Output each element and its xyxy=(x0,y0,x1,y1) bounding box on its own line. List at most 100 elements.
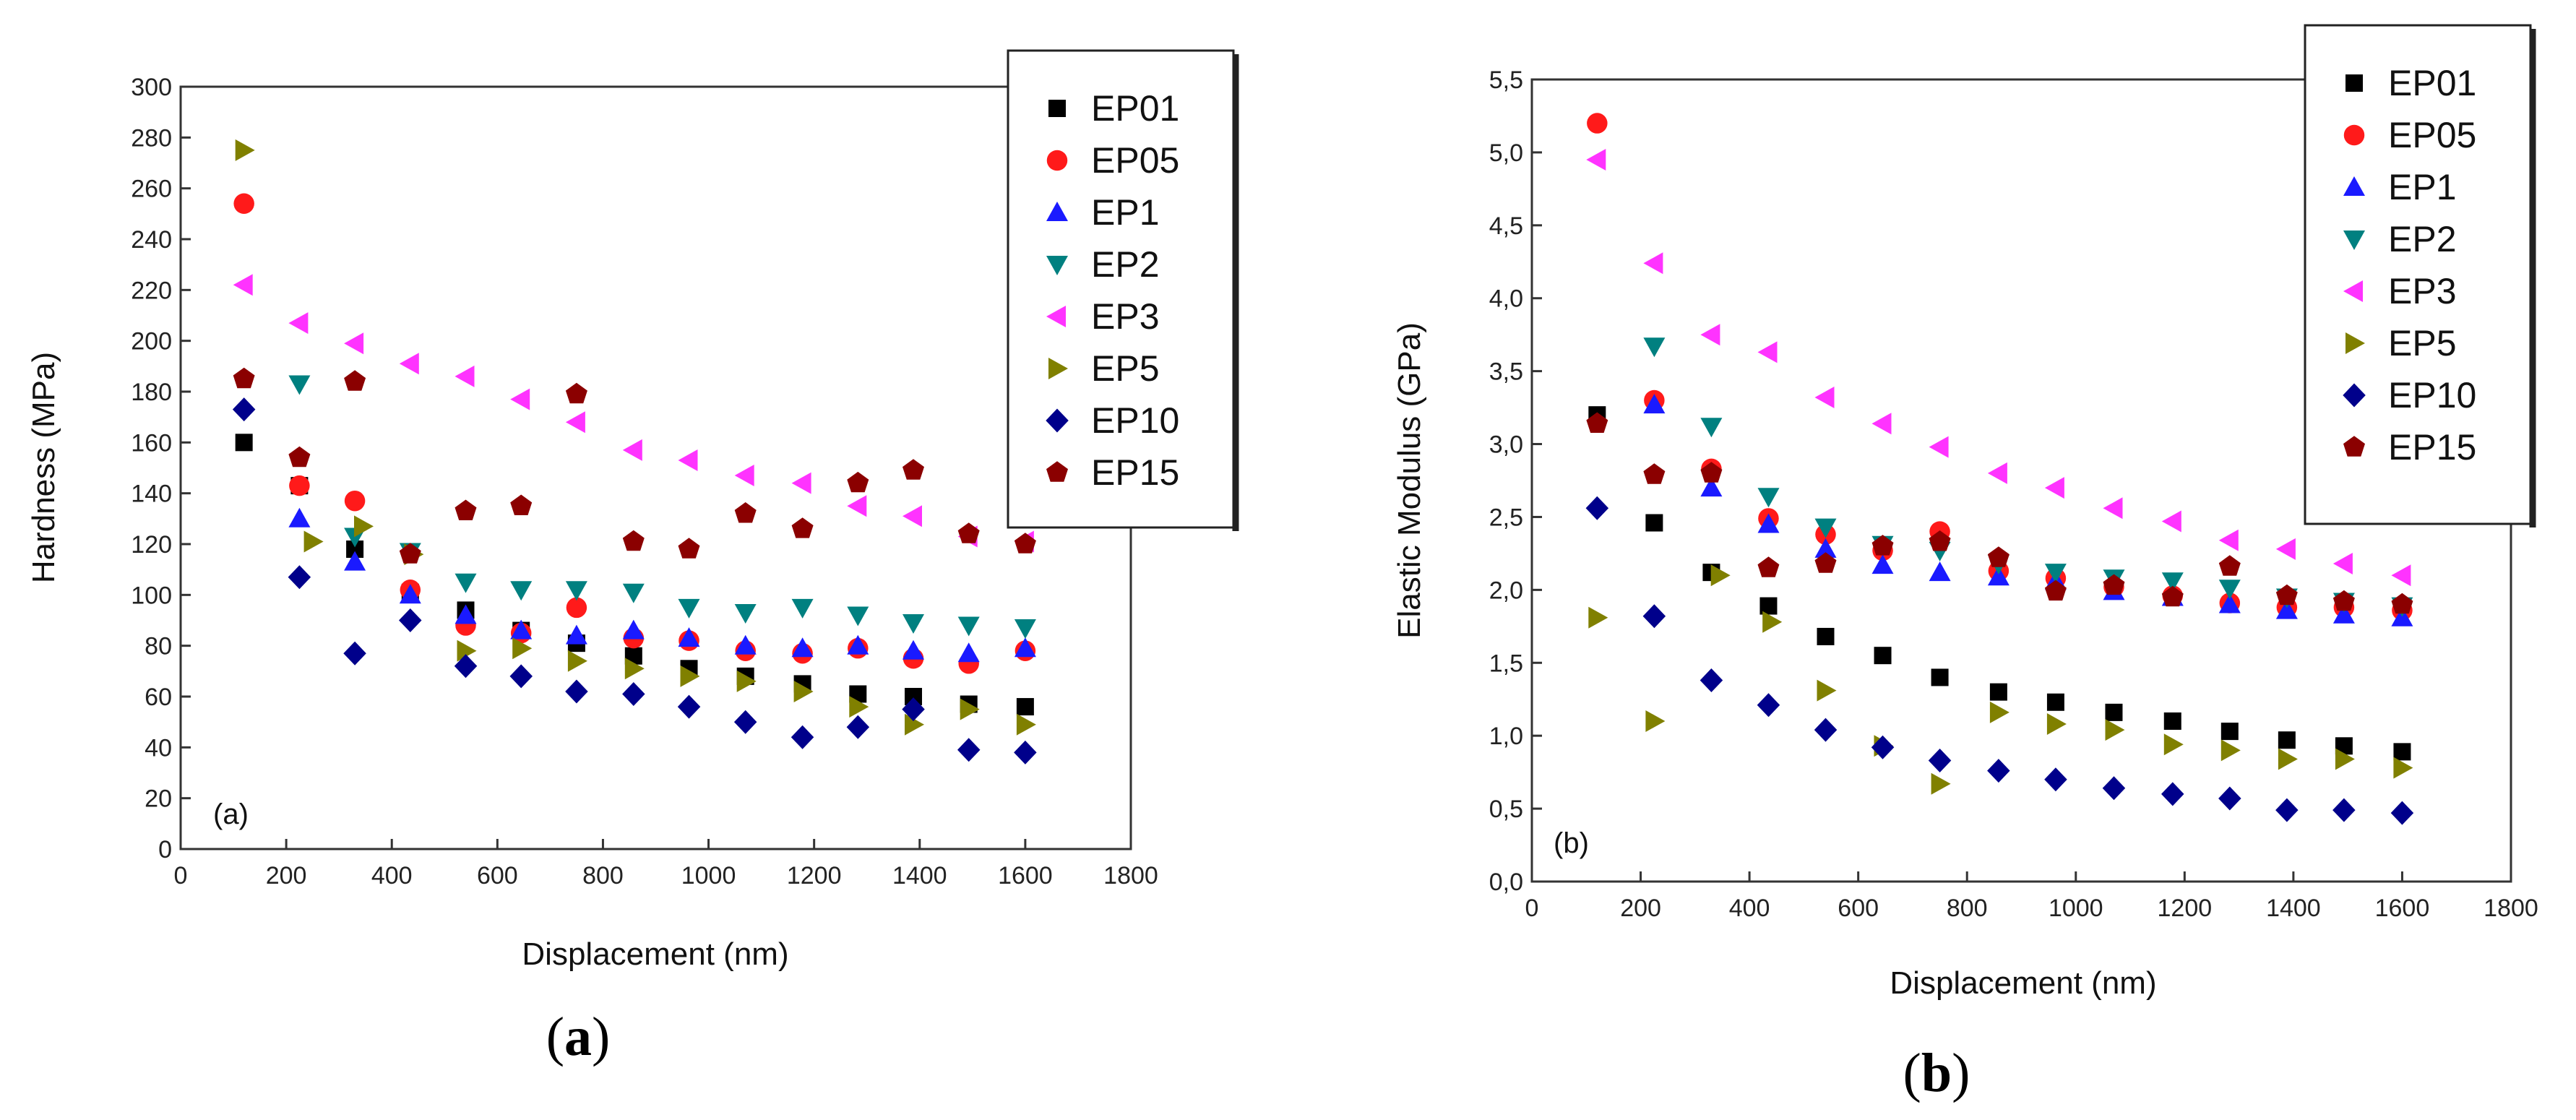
data-point-ep10 xyxy=(2332,798,2356,822)
legend-label-ep5: EP5 xyxy=(1091,348,1160,389)
data-point-ep3 xyxy=(847,495,867,517)
data-point-ep15 xyxy=(2275,584,2298,606)
data-point-ep3 xyxy=(288,312,309,335)
legend-label-ep01: EP01 xyxy=(2388,63,2476,103)
data-point-ep1 xyxy=(734,634,757,655)
data-point-ep5 xyxy=(1645,710,1666,732)
data-point-ep10 xyxy=(1814,718,1838,742)
data-point-ep1 xyxy=(565,624,587,645)
y-axis-label: Hardness (MPa) xyxy=(26,352,61,583)
data-point-ep5 xyxy=(2335,748,2355,770)
y-tick-label: 300 xyxy=(131,74,172,101)
data-point-ep2 xyxy=(288,375,311,395)
data-point-ep1 xyxy=(847,634,869,655)
data-point-ep10 xyxy=(2161,782,2184,806)
data-point-ep15 xyxy=(1929,530,1951,551)
x-tick-label: 400 xyxy=(1729,895,1770,922)
y-tick-label: 120 xyxy=(131,531,172,559)
data-point-ep5 xyxy=(1931,772,1951,795)
data-point-ep1 xyxy=(2332,603,2355,624)
y-tick-label: 2,5 xyxy=(1489,504,1523,531)
data-point-ep10 xyxy=(2390,801,2414,825)
data-point-ep2 xyxy=(678,598,700,619)
data-point-ep2 xyxy=(903,614,924,634)
y-tick-label: 0 xyxy=(158,836,172,863)
x-tick-label: 200 xyxy=(1620,895,1661,922)
data-point-ep10 xyxy=(565,679,588,704)
data-point-ep01 xyxy=(1931,668,1949,686)
x-tick-label: 1600 xyxy=(2375,895,2430,922)
x-tick-label: 1600 xyxy=(998,862,1053,889)
legend-marker-ep1 xyxy=(1046,202,1068,221)
data-point-ep3 xyxy=(678,449,698,471)
data-point-ep3 xyxy=(1987,462,2007,484)
data-point-ep15 xyxy=(1987,546,2009,567)
data-point-ep3 xyxy=(1814,387,1835,408)
data-point-ep01 xyxy=(1759,597,1778,615)
data-point-ep2 xyxy=(2218,580,2241,600)
data-point-ep10 xyxy=(2044,767,2067,792)
data-point-ep3 xyxy=(2275,538,2296,560)
data-point-ep2 xyxy=(455,573,477,593)
data-point-ep5 xyxy=(1762,611,1783,633)
data-point-ep05 xyxy=(1587,113,1608,134)
data-point-ep5 xyxy=(1710,564,1731,587)
data-point-ep10 xyxy=(2102,776,2126,801)
legend-frame xyxy=(2304,24,2532,525)
legend: EP01 EP05 EP1 EP2 EP3 EP5 EP10 EP15 xyxy=(1007,49,1239,531)
data-point-ep15 xyxy=(510,494,533,515)
data-point-ep3 xyxy=(1586,149,1606,171)
legend-marker-ep01 xyxy=(2345,74,2363,92)
data-point-ep1 xyxy=(2218,593,2241,613)
y-tick-label: 5,0 xyxy=(1489,139,1523,167)
data-point-ep15 xyxy=(2161,585,2184,607)
data-point-ep15 xyxy=(1871,535,1894,556)
series-ep3 xyxy=(1586,149,2411,587)
data-point-ep5 xyxy=(680,665,700,687)
data-point-ep5 xyxy=(1989,701,2009,723)
data-point-ep2 xyxy=(1814,518,1837,538)
data-point-ep05 xyxy=(344,490,366,512)
data-point-ep10 xyxy=(1014,740,1037,764)
data-point-ep1 xyxy=(399,584,421,604)
data-point-ep5 xyxy=(1016,713,1036,736)
data-point-ep10 xyxy=(791,725,814,749)
legend-label-ep1: EP1 xyxy=(1091,192,1160,233)
x-axis-label: Displacement (nm) xyxy=(1890,965,2156,1001)
data-point-ep10 xyxy=(1928,749,1952,772)
legend-label-ep3: EP3 xyxy=(2388,271,2457,311)
y-tick-label: 5,5 xyxy=(1489,66,1523,94)
legend-label-ep10: EP10 xyxy=(1091,400,1179,441)
data-point-ep15 xyxy=(288,446,311,468)
data-point-ep3 xyxy=(2218,529,2239,551)
data-point-ep3 xyxy=(2044,477,2064,499)
y-tick-label: 220 xyxy=(131,277,172,304)
x-tick-label: 400 xyxy=(371,862,413,889)
data-point-ep3 xyxy=(1700,324,1720,346)
x-tick-label: 600 xyxy=(477,862,518,889)
series-ep15 xyxy=(1586,412,2413,614)
data-point-ep2 xyxy=(1700,418,1723,438)
data-point-ep1 xyxy=(1814,538,1837,558)
data-point-ep05 xyxy=(566,597,587,619)
data-point-ep3 xyxy=(791,472,811,494)
data-point-ep5 xyxy=(2105,719,2125,741)
data-point-ep1 xyxy=(1643,394,1666,414)
data-point-ep1 xyxy=(1757,513,1780,533)
legend-marker-ep5 xyxy=(2345,332,2365,354)
data-point-ep10 xyxy=(677,694,701,719)
data-point-ep01 xyxy=(2105,703,2123,721)
data-point-ep01 xyxy=(1989,683,2007,701)
series-ep2 xyxy=(288,375,1036,639)
x-tick-label: 800 xyxy=(1947,895,1988,922)
data-point-ep5 xyxy=(2046,713,2067,735)
data-point-ep3 xyxy=(565,411,585,434)
legend-marker-ep5 xyxy=(1048,358,1068,379)
data-point-ep2 xyxy=(734,604,757,624)
x-tick-label: 800 xyxy=(582,862,624,889)
data-point-ep5 xyxy=(2278,748,2298,770)
data-point-ep3 xyxy=(1929,436,1949,458)
y-tick-label: 80 xyxy=(145,633,172,660)
data-point-ep10 xyxy=(1987,759,2010,783)
data-point-ep2 xyxy=(1757,488,1780,508)
